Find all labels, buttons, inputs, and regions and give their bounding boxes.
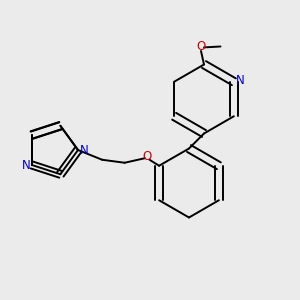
Text: N: N <box>80 144 88 158</box>
Text: O: O <box>196 40 206 53</box>
Text: N: N <box>236 74 245 87</box>
Text: N: N <box>22 159 30 172</box>
Text: O: O <box>142 150 152 163</box>
